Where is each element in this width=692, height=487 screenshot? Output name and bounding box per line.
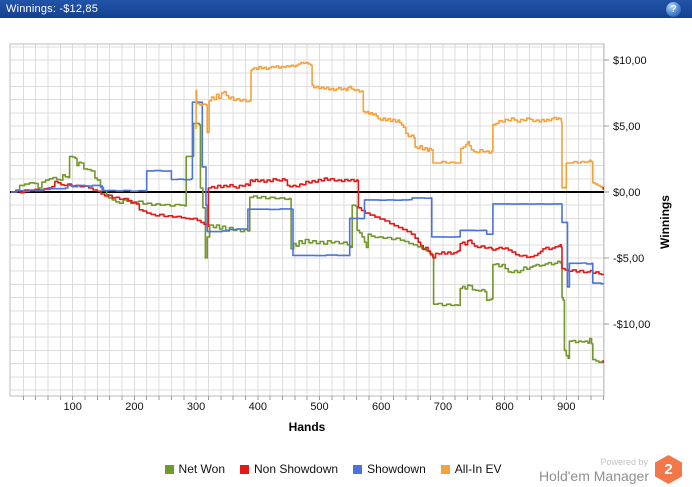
y-tick-label: $5,00 bbox=[613, 121, 641, 133]
brand-text: Powered by Hold'em Manager bbox=[539, 457, 649, 484]
y-tick-label: $0,00 bbox=[613, 187, 641, 199]
chart-series bbox=[11, 61, 604, 364]
winnings-title: Winnings: -$12,85 bbox=[6, 3, 99, 15]
x-tick-label: 500 bbox=[310, 401, 328, 413]
x-tick-label: 700 bbox=[434, 401, 452, 413]
y-tick-label: $10,00 bbox=[613, 55, 647, 67]
x-tick-label: 600 bbox=[372, 401, 390, 413]
legend-label-all-in-ev: All-In EV bbox=[454, 462, 502, 476]
series-line-showdown bbox=[11, 101, 604, 288]
x-tick-label: 200 bbox=[125, 401, 143, 413]
help-icon[interactable]: ? bbox=[666, 2, 681, 17]
legend-swatch-non-showdown bbox=[240, 464, 249, 474]
legend-swatch-all-in-ev bbox=[440, 464, 450, 474]
series-line-all-in-ev bbox=[195, 61, 604, 189]
legend-item-showdown[interactable]: Showdown bbox=[353, 462, 426, 476]
y-tick-label: -$5,00 bbox=[613, 253, 644, 265]
x-tick-label: 900 bbox=[557, 401, 575, 413]
legend-swatch-showdown bbox=[353, 464, 363, 474]
powered-by-brand: Powered by Hold'em Manager 2 bbox=[539, 455, 682, 484]
legend-item-net-won[interactable]: Net Won bbox=[164, 462, 225, 476]
y-tick-label: -$10,00 bbox=[613, 319, 650, 331]
series-line-non-showdown bbox=[11, 177, 604, 276]
title-bar: Winnings: -$12,85 ? bbox=[0, 0, 692, 18]
legend-label-showdown: Showdown bbox=[367, 462, 426, 476]
winnings-chart: 100 200 300 400 500 600 700 800 900 $10,00 $5,00 $0… bbox=[9, 43, 672, 434]
powered-by-label: Powered by bbox=[600, 456, 648, 467]
legend-item-non-showdown[interactable]: Non Showdown bbox=[240, 462, 338, 476]
brand-badge-2: 2 bbox=[655, 455, 682, 484]
chart-legend: Net Won Non Showdown Showdown All-In EV bbox=[0, 461, 679, 477]
series-end-marker-all-in-ev bbox=[602, 186, 604, 190]
x-tick-label: 400 bbox=[249, 401, 267, 413]
x-tick-label: 800 bbox=[495, 401, 513, 413]
chart-axes: 100 200 300 400 500 600 700 800 900 $10,00 $5,00 $0… bbox=[9, 43, 650, 413]
legend-label-net-won: Net Won bbox=[178, 462, 225, 476]
legend-swatch-net-won bbox=[164, 464, 174, 474]
legend-label-non-showdown: Non Showdown bbox=[254, 462, 339, 476]
x-axis-title: Hands bbox=[289, 420, 326, 434]
brand-name: Hold'em Manager bbox=[538, 467, 649, 484]
y-axis-title: Winnings bbox=[658, 195, 672, 249]
x-tick-label: 300 bbox=[187, 401, 205, 413]
series-end-marker-net-won bbox=[602, 360, 604, 364]
legend-item-all-in-ev[interactable]: All-In EV bbox=[440, 462, 502, 476]
chart-grid bbox=[10, 44, 604, 396]
x-tick-label: 100 bbox=[64, 401, 82, 413]
